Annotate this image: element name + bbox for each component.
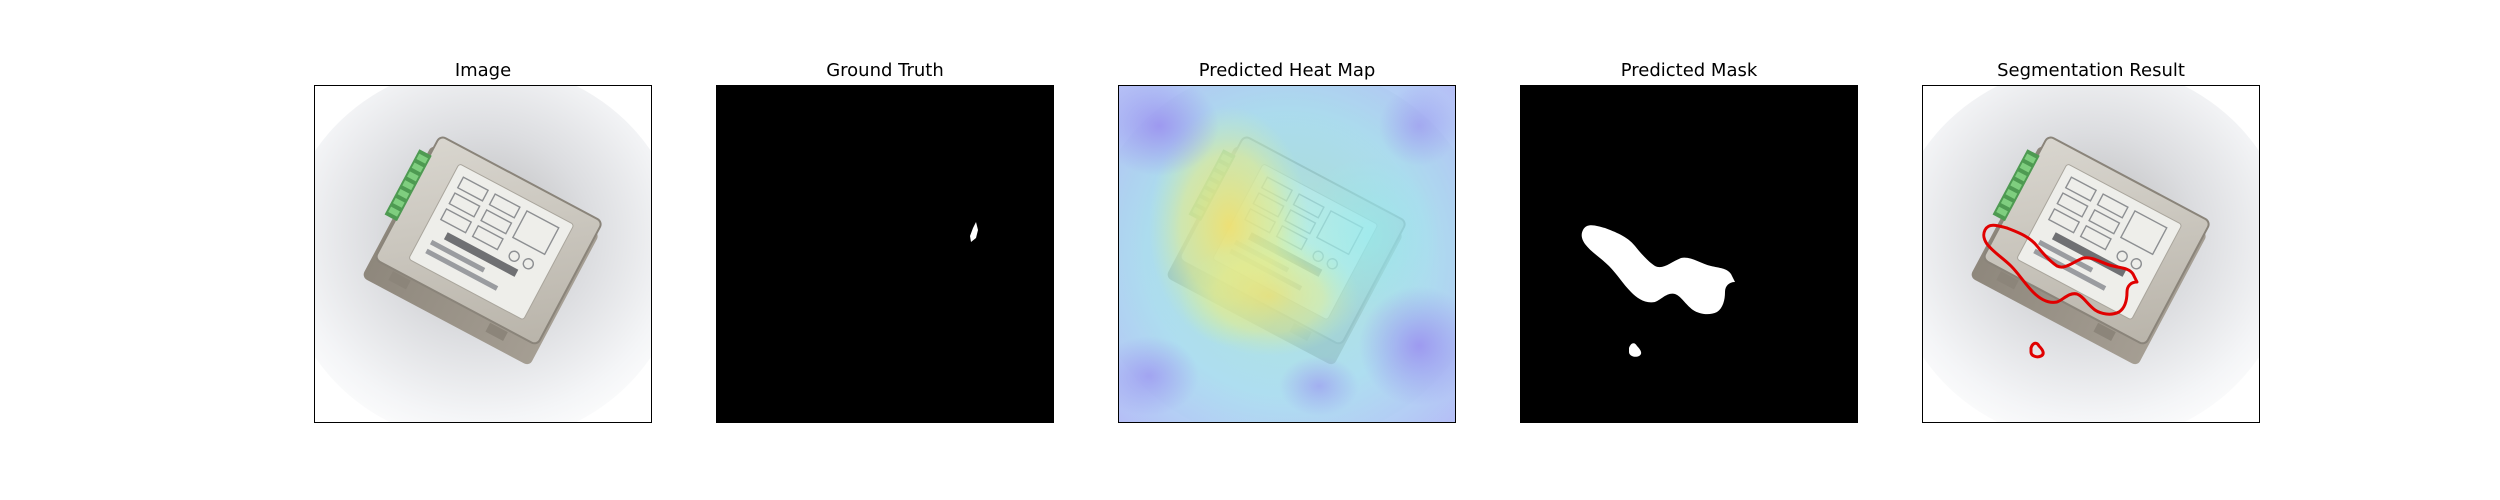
panel-title: Predicted Heat Map <box>1198 60 1376 81</box>
panel-title: Predicted Mask <box>1620 60 1758 81</box>
ground-truth-frame <box>716 85 1054 423</box>
ground-truth-mask <box>717 86 1053 422</box>
image-frame <box>314 85 652 423</box>
heat-map-image <box>1119 86 1455 422</box>
panel-ground-truth: Ground Truth <box>716 0 1054 500</box>
segmentation-contour <box>1982 223 2139 316</box>
segmentation-result-image <box>1923 86 2259 422</box>
panel-predicted-mask: Predicted Mask <box>1520 0 1858 500</box>
heat-map-frame <box>1118 85 1456 423</box>
predicted-mask-region <box>1581 225 1735 315</box>
predicted-mask-image <box>1521 86 1857 422</box>
panel-heat-map: Predicted Heat Map <box>1118 0 1456 500</box>
panel-segmentation-result: Segmentation Result <box>1922 0 2260 500</box>
segmentation-result-frame <box>1922 85 2260 423</box>
panel-title: Segmentation Result <box>1997 60 2185 81</box>
predicted-mask-frame <box>1520 85 1858 423</box>
panel-title: Image <box>454 60 512 81</box>
segmentation-contour-fragment <box>2029 341 2045 359</box>
input-image <box>315 86 651 422</box>
panel-title: Ground Truth <box>826 60 944 81</box>
predicted-mask-fragment <box>1629 343 1642 357</box>
panel-image: Image <box>314 0 652 500</box>
ground-truth-region <box>970 222 978 242</box>
